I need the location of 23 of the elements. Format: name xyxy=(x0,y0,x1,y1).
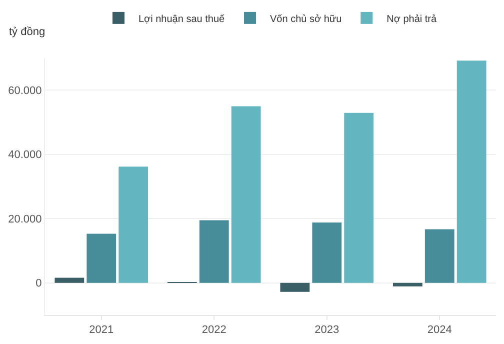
x-tick-label: 2022 xyxy=(202,324,226,336)
bar xyxy=(344,112,374,283)
bar xyxy=(118,166,148,283)
bar xyxy=(456,60,486,283)
legend-label: Lợi nhuận sau thuế xyxy=(138,14,226,25)
x-tick-label: 2021 xyxy=(89,324,114,336)
x-tick-label: 2024 xyxy=(427,324,452,336)
y-tick-label: 20.000 xyxy=(8,213,42,226)
x-tick-label: 2023 xyxy=(314,324,340,336)
y-tick-label: 40.000 xyxy=(8,149,42,162)
bar xyxy=(86,234,116,283)
legend-label: Vốn chủ sở hữu xyxy=(270,14,342,25)
bar xyxy=(280,282,310,292)
y-axis-title: tỷ đồng xyxy=(9,26,46,38)
bar xyxy=(312,222,342,283)
legend-label: Nợ phải trả xyxy=(386,14,437,25)
y-tick-label: 0 xyxy=(36,278,42,290)
bar xyxy=(392,282,422,286)
bar xyxy=(231,106,261,283)
bar xyxy=(54,278,84,283)
bar xyxy=(424,229,454,283)
bar xyxy=(199,220,229,283)
y-tick-label: 60.000 xyxy=(8,84,42,97)
